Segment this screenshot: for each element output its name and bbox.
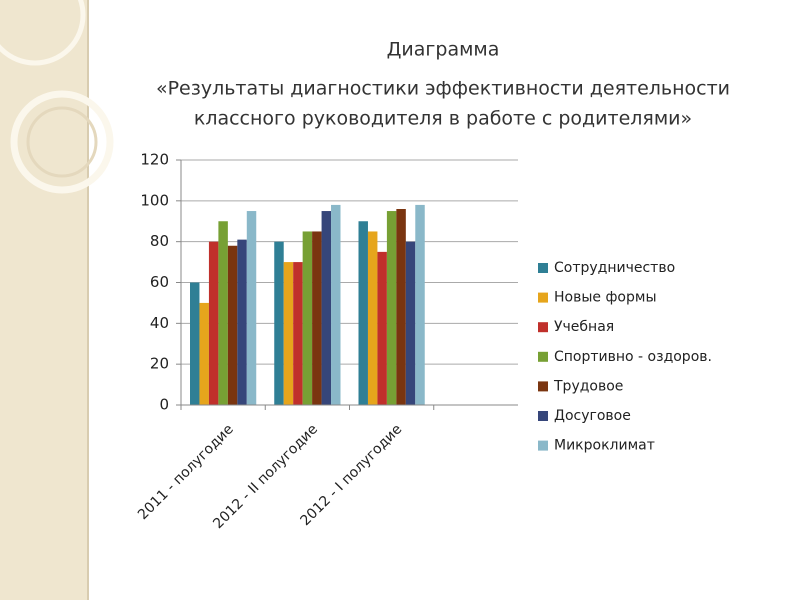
side-stripe — [0, 0, 88, 600]
bar — [415, 204, 425, 405]
bar — [237, 239, 247, 405]
chart-subtitle: «Результаты диагностики эффективности де… — [156, 78, 730, 100]
x-tick-label: 2011 - полугодие — [135, 421, 237, 523]
legend-swatch — [538, 411, 548, 421]
decor-circle — [10, 90, 114, 194]
legend-swatch — [538, 351, 548, 362]
bar — [274, 241, 284, 405]
bar — [227, 245, 238, 405]
chart-title: Диаграмма — [387, 39, 500, 61]
legend-swatch — [538, 292, 548, 303]
legend-swatch — [538, 322, 548, 333]
chart-subtitle: классного руководителя в работе с родите… — [194, 108, 692, 130]
legend-label: Микроклимат — [554, 438, 655, 454]
bar — [377, 251, 387, 405]
y-tick-label: 60 — [150, 273, 169, 291]
decor-circle — [0, 0, 86, 66]
y-tick-label: 20 — [150, 355, 169, 373]
bar — [208, 241, 219, 405]
y-tick-label: 0 — [159, 396, 169, 414]
legend-label: Учебная — [554, 319, 614, 335]
legend-label: Новые формы — [554, 290, 657, 306]
legend-label: Сотрудничество — [554, 260, 675, 276]
bar — [302, 231, 313, 405]
bar — [199, 302, 209, 405]
legend-label: Досуговое — [554, 408, 631, 424]
bar — [358, 221, 368, 405]
y-tick-label: 80 — [150, 232, 169, 250]
bar — [246, 211, 257, 405]
decor-circle — [26, 106, 98, 178]
legend-swatch — [538, 440, 548, 451]
legend-swatch — [538, 381, 548, 392]
bar — [321, 211, 332, 405]
bar — [218, 221, 228, 405]
legend-label: Трудовое — [553, 378, 623, 394]
bar — [312, 231, 322, 405]
legend-label: Спортивно - оздоров. — [554, 349, 712, 365]
bar — [405, 241, 416, 405]
bar — [386, 211, 397, 405]
y-tick-label: 120 — [140, 151, 169, 169]
y-tick-label: 40 — [150, 314, 169, 332]
legend-swatch — [538, 263, 548, 273]
y-tick-label: 100 — [140, 191, 169, 209]
bar — [396, 209, 406, 405]
bar — [367, 231, 378, 405]
bar — [283, 262, 294, 405]
bar — [331, 204, 341, 405]
bar — [190, 282, 200, 405]
bar — [293, 262, 303, 405]
